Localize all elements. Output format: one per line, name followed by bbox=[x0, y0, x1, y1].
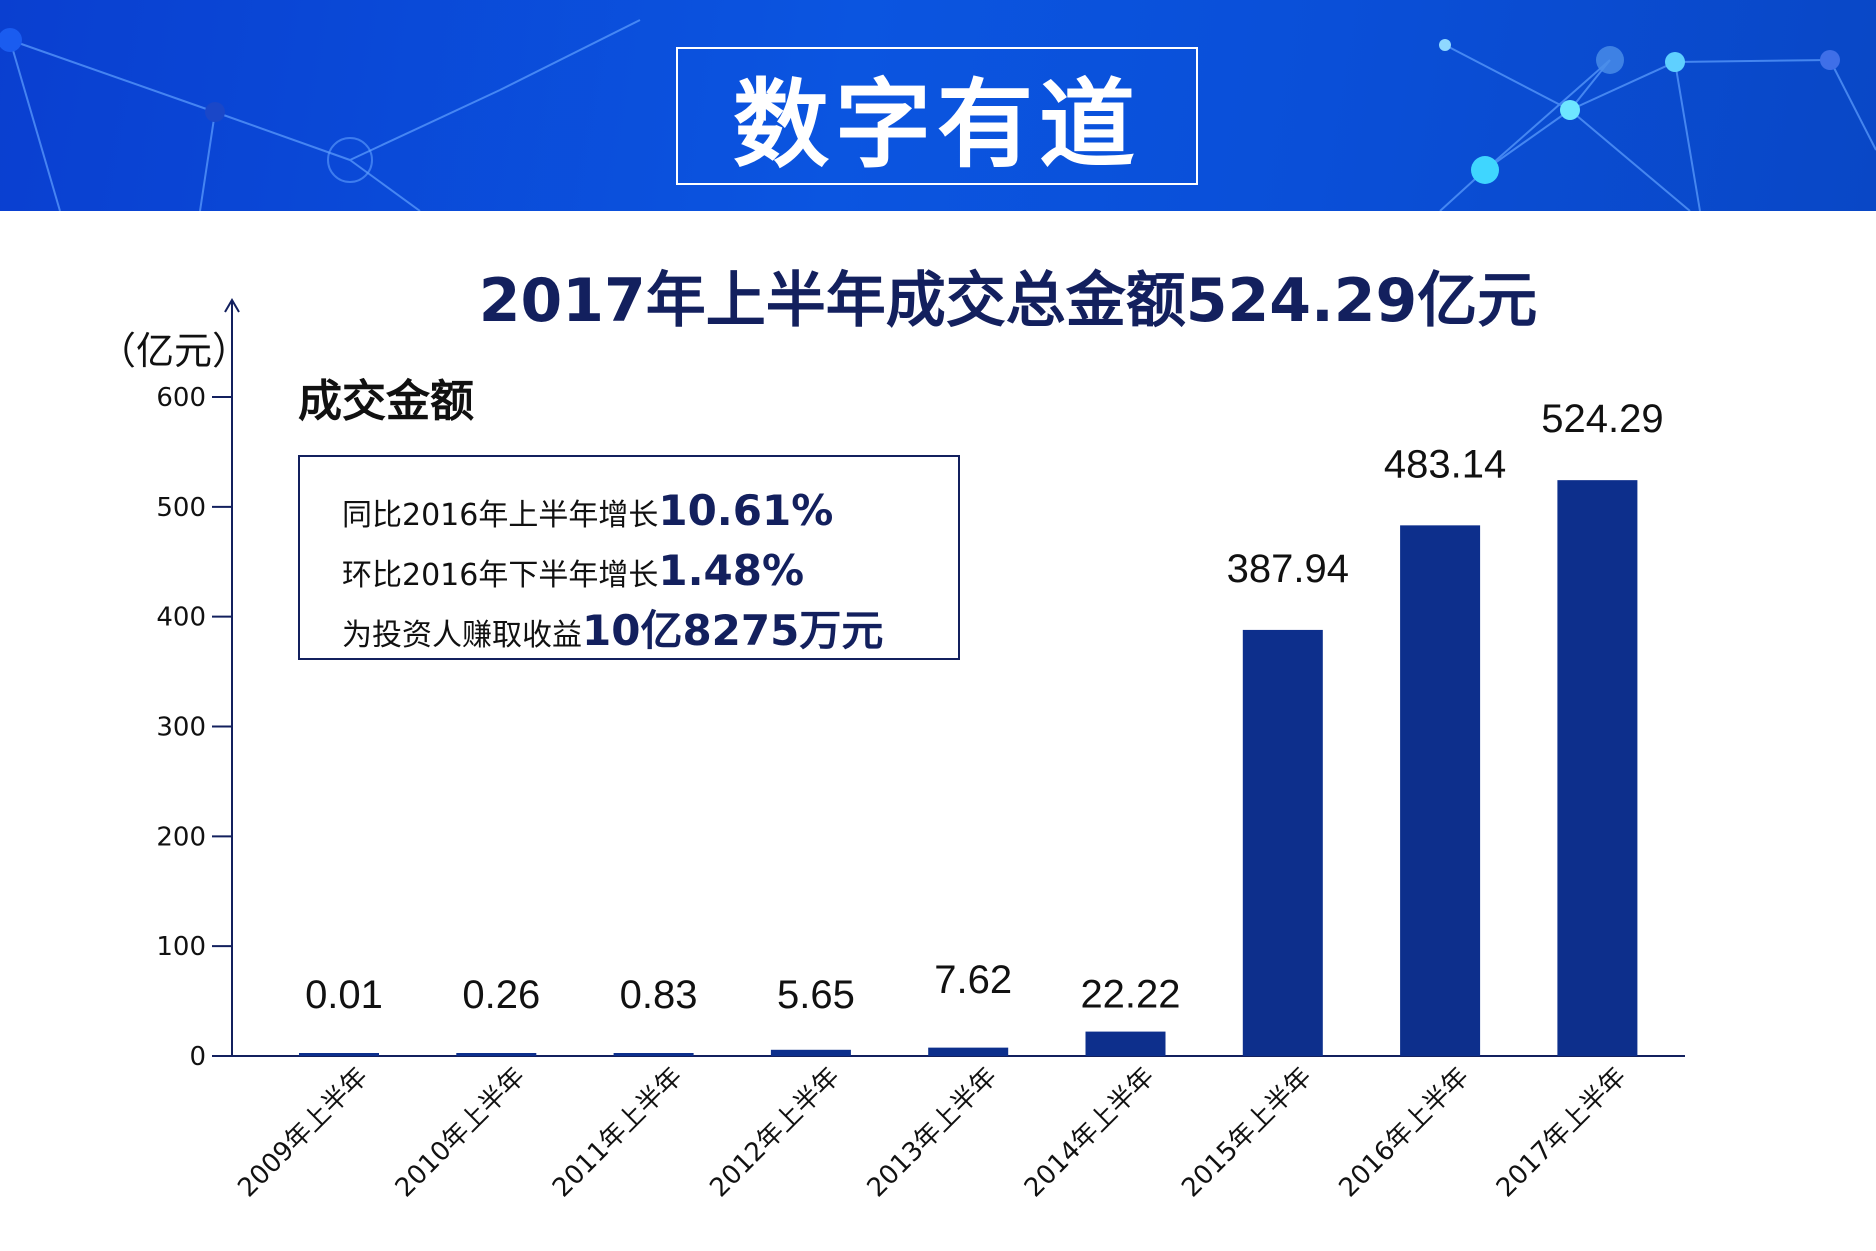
y-tick-label: 600 bbox=[156, 383, 206, 413]
info-line-earnings: 为投资人赚取收益10亿8275万元 bbox=[342, 603, 958, 663]
x-tick-label: 2009年上半年 bbox=[232, 1062, 374, 1204]
y-tick-label: 200 bbox=[156, 822, 206, 852]
page-title: 2017年上半年成交总金额524.29亿元 bbox=[478, 266, 1538, 336]
y-tick-label: 300 bbox=[156, 713, 206, 743]
bar bbox=[456, 1053, 537, 1056]
x-tick-label: 2013年上半年 bbox=[862, 1062, 1004, 1204]
info-text: 为投资人赚取收益 bbox=[342, 618, 582, 653]
info-line-yoy: 同比2016年上半年增长10.61% bbox=[342, 483, 958, 543]
banner-title-box: 数字有道 bbox=[676, 47, 1198, 185]
bar-value-label: 0.01 bbox=[305, 973, 383, 1017]
bar bbox=[1400, 525, 1481, 1056]
x-tick-label: 2010年上半年 bbox=[390, 1062, 532, 1204]
bar-value-label: 0.83 bbox=[620, 973, 698, 1017]
bar bbox=[770, 1049, 851, 1056]
bar bbox=[1242, 629, 1323, 1056]
chart-subtitle: 成交金额 bbox=[298, 376, 474, 427]
bar bbox=[1557, 480, 1638, 1057]
bar-value-label: 22.22 bbox=[1080, 973, 1180, 1017]
info-value: 10亿8275万元 bbox=[582, 606, 884, 655]
header-banner: 数字有道 bbox=[0, 0, 1876, 211]
x-tick-label: 2014年上半年 bbox=[1019, 1062, 1161, 1204]
info-box: 同比2016年上半年增长10.61% 环比2016年下半年增长1.48% 为投资… bbox=[298, 455, 960, 660]
x-tick-label: 2016年上半年 bbox=[1334, 1062, 1476, 1204]
bar-value-label: 7.62 bbox=[934, 958, 1012, 1002]
info-value: 1.48% bbox=[658, 546, 805, 595]
bar bbox=[928, 1047, 1009, 1056]
y-tick-label: 0 bbox=[189, 1042, 206, 1072]
bar-value-label: 0.26 bbox=[462, 973, 540, 1017]
y-tick-label: 100 bbox=[156, 932, 206, 962]
y-tick-label: 400 bbox=[156, 603, 206, 633]
x-tick-label: 2015年上半年 bbox=[1176, 1062, 1318, 1204]
bar-value-label: 387.94 bbox=[1227, 547, 1349, 591]
x-tick-label: 2012年上半年 bbox=[704, 1062, 846, 1204]
info-value: 10.61% bbox=[658, 486, 834, 535]
y-axis-arrow bbox=[224, 298, 240, 313]
network-decoration bbox=[0, 19, 1876, 211]
bar-value-label: 5.65 bbox=[777, 973, 855, 1017]
bar bbox=[613, 1053, 694, 1056]
bar-value-label: 483.14 bbox=[1384, 442, 1506, 486]
bar bbox=[299, 1053, 379, 1056]
x-tick-label: 2017年上半年 bbox=[1491, 1062, 1633, 1204]
info-text: 环比2016年下半年增长 bbox=[342, 558, 659, 593]
y-tick-label: 500 bbox=[156, 493, 206, 523]
x-tick-label: 2011年上半年 bbox=[547, 1062, 689, 1204]
y-axis-unit-label: （亿元） bbox=[98, 329, 251, 373]
info-text: 同比2016年上半年增长 bbox=[342, 498, 659, 533]
info-line-qoq: 环比2016年下半年增长1.48% bbox=[342, 543, 958, 603]
bar-value-label: 524.29 bbox=[1541, 397, 1663, 441]
bar bbox=[1085, 1031, 1166, 1056]
banner-title: 数字有道 bbox=[733, 68, 1141, 181]
